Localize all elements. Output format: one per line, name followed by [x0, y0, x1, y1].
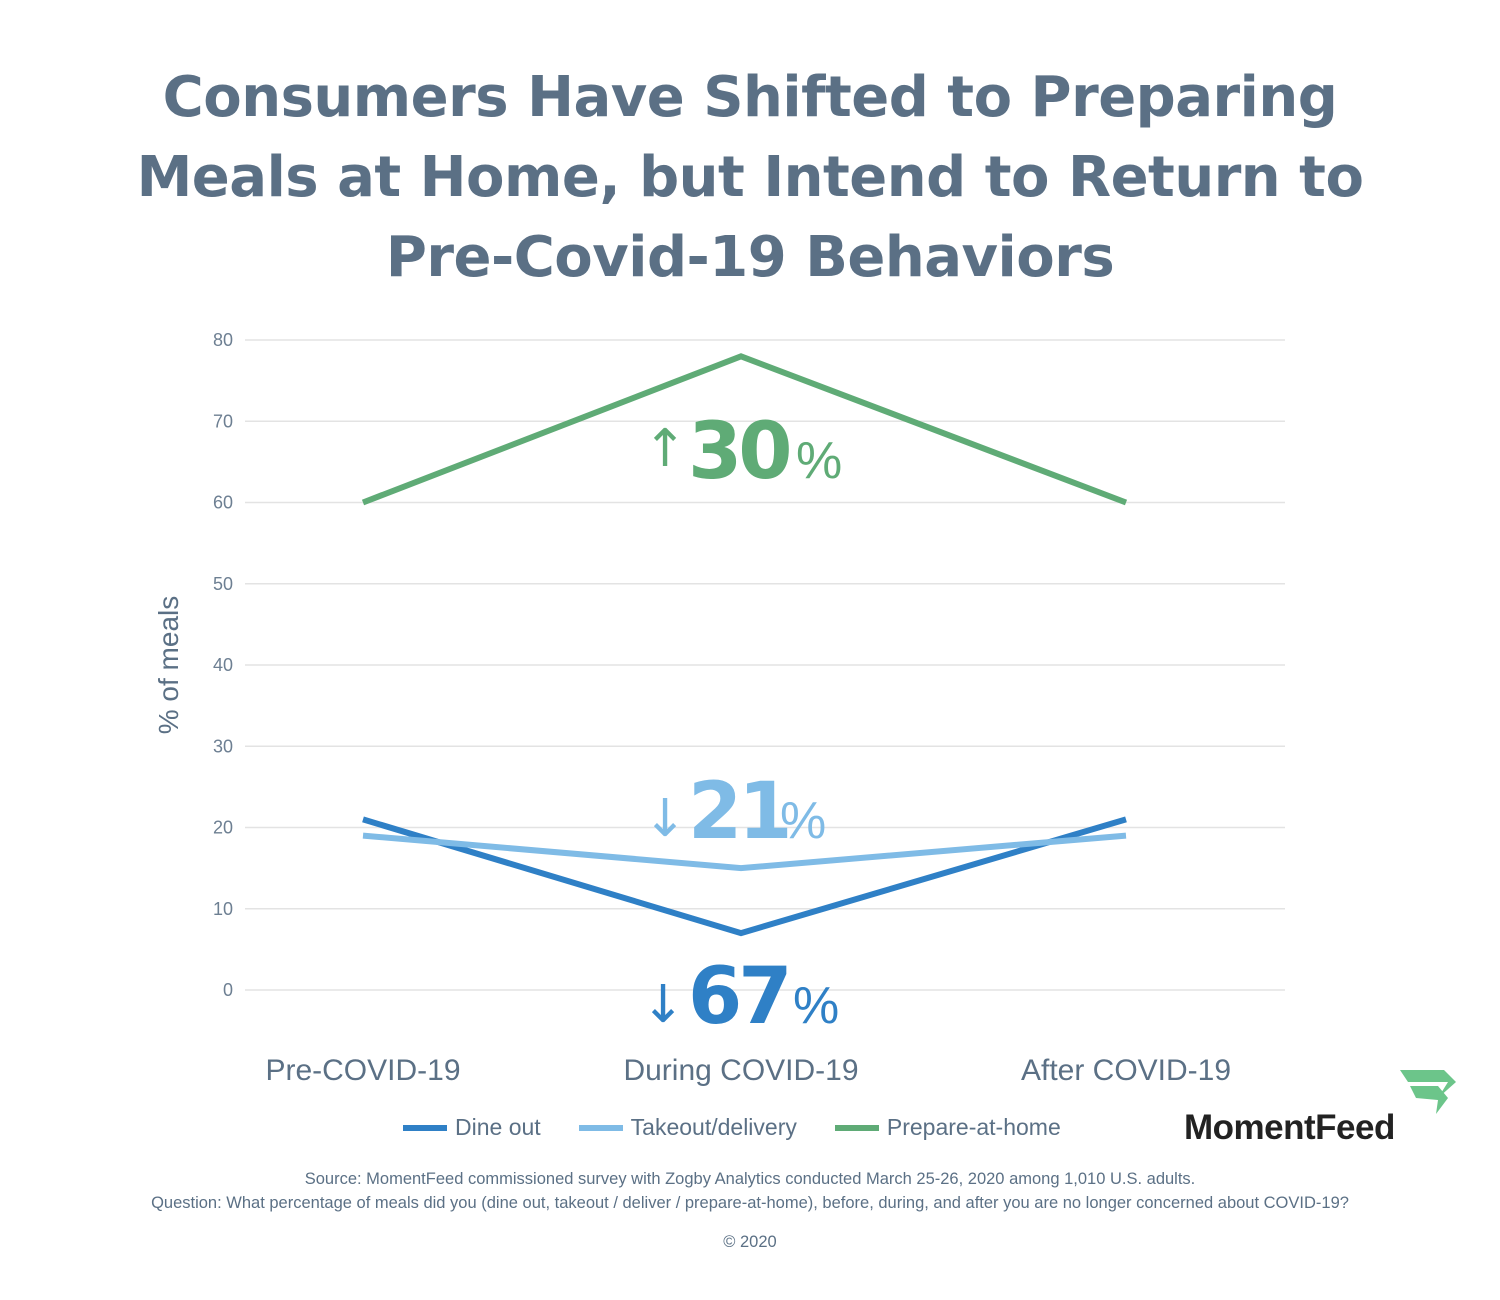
legend-label: Takeout/delivery: [630, 1114, 797, 1140]
y-tick-label: 60: [213, 493, 233, 513]
gridlines: [245, 339, 1285, 991]
arrow-up-icon: ↑: [643, 419, 687, 479]
legend-item-dine-out: Dine out: [403, 1114, 541, 1141]
legend-item-prepare-at-home: Prepare-at-home: [834, 1114, 1061, 1141]
series-line-dine-out: [362, 816, 1127, 937]
y-tick-label: 30: [213, 736, 233, 756]
momentfeed-flag-icon: [1400, 1070, 1456, 1114]
annotation-takeout-delivery: ↓ 21%: [643, 767, 826, 857]
annotation-dine-out: ↓ 67%: [641, 952, 839, 1042]
annotation-value: 67: [688, 952, 789, 1042]
series-lines: [361, 353, 1128, 937]
annotation-unit: %: [793, 977, 839, 1035]
question-note: Question: What percentage of meals did y…: [151, 1194, 1349, 1212]
chart-title-line-3: Pre-Covid-19 Behaviors: [385, 225, 1115, 290]
annotation-value: 30: [688, 407, 789, 497]
y-tick-label: 50: [213, 574, 233, 594]
legend-item-takeout: Takeout/delivery: [578, 1114, 797, 1141]
legend-swatch-takeout: [578, 1124, 623, 1131]
x-axis-categories: Pre-COVID-19 During COVID-19 After COVID-1…: [265, 1054, 1231, 1087]
y-tick-label: 70: [213, 411, 233, 431]
annotation-prepare-at-home: ↑ 30%: [643, 407, 842, 497]
source-note: Source: MomentFeed commissioned survey w…: [304, 1170, 1196, 1188]
x-category-label: After COVID-19: [1021, 1054, 1231, 1087]
annotation-unit: %: [780, 792, 826, 850]
y-tick-label: 40: [213, 655, 233, 675]
y-axis-ticks: 0 10 20 30 40 50 60 70 80: [213, 330, 233, 1000]
y-tick-label: 80: [213, 330, 233, 350]
legend-label: Dine out: [455, 1114, 541, 1140]
chart-title-line-1: Consumers Have Shifted to Preparing: [162, 65, 1338, 130]
chart-title-line-2: Meals at Home, but Intend to Return to: [136, 145, 1364, 210]
legend-swatch-prepare-at-home: [834, 1124, 879, 1131]
y-tick-label: 0: [223, 980, 233, 1000]
copyright: © 2020: [723, 1233, 777, 1251]
arrow-down-icon: ↓: [641, 975, 685, 1035]
legend-swatch-dine-out: [403, 1124, 447, 1131]
x-category-label: Pre-COVID-19: [265, 1054, 460, 1087]
change-annotations: ↑ 30 %↓ 21%↓ 67%: [641, 407, 842, 1042]
annotation-value: 21: [688, 767, 789, 857]
arrow-down-icon: ↓: [643, 789, 687, 849]
legend: Dine out Takeout/delivery Prepare-at-hom…: [403, 1114, 1099, 1141]
y-tick-label: 10: [213, 899, 233, 919]
brand-logo-text: MomentFeed: [1184, 1108, 1395, 1147]
series-line-prepare-at-home: [361, 353, 1128, 506]
chart-title: Consumers Have Shifted to Preparing Meal…: [0, 58, 1500, 298]
legend-label: Prepare-at-home: [886, 1114, 1061, 1140]
y-tick-label: 20: [213, 818, 233, 838]
x-category-label: During COVID-19: [623, 1054, 858, 1087]
y-axis-label: % of meals: [153, 596, 184, 735]
series-line-takeout-delivery: [362, 832, 1127, 872]
annotation-unit: %: [796, 432, 842, 490]
